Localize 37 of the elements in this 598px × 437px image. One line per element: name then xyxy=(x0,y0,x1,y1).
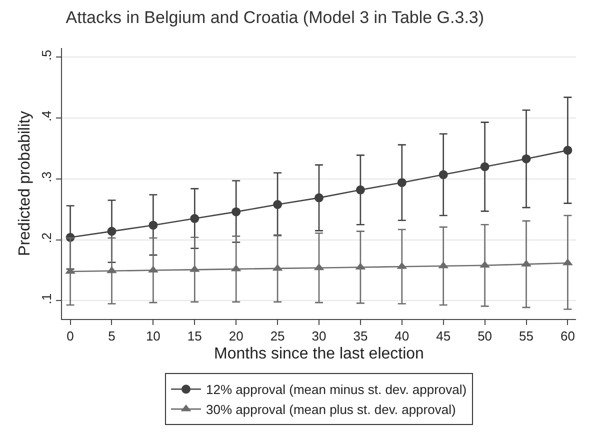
point xyxy=(356,185,365,194)
x-tick-label: 20 xyxy=(228,328,244,344)
point xyxy=(148,220,158,230)
y-tick-label: .5 xyxy=(38,50,54,61)
x-tick-label: 40 xyxy=(394,328,410,344)
x-tick-label: 0 xyxy=(66,328,74,344)
legend-label: 30% approval (mean plus st. dev. approval) xyxy=(206,402,456,418)
y-tick-label: .2 xyxy=(38,232,54,244)
x-tick-label: 10 xyxy=(146,328,160,344)
y-tick-label: .1 xyxy=(38,293,54,304)
y-tick-label: .4 xyxy=(38,110,54,122)
point xyxy=(190,214,200,224)
legend-label: 12% approval (mean minus st. dev. approval) xyxy=(206,382,467,398)
point xyxy=(273,200,282,210)
point xyxy=(314,193,324,202)
x-tick-label: 60 xyxy=(560,328,575,344)
x-tick-label: 5 xyxy=(108,328,116,344)
point xyxy=(232,207,241,216)
y-tick-label: .3 xyxy=(38,172,54,182)
point xyxy=(107,226,116,236)
x-tick-label: 35 xyxy=(353,328,368,344)
x-axis-title: Months since the last election xyxy=(214,345,424,362)
point xyxy=(522,154,531,164)
x-tick-label: 50 xyxy=(478,328,492,344)
x-tick-label: 30 xyxy=(312,328,326,344)
y-axis-title: Predicted probability xyxy=(16,111,34,256)
point xyxy=(397,178,406,188)
x-tick-label: 55 xyxy=(519,328,534,344)
x-tick-label: 25 xyxy=(270,328,285,344)
point xyxy=(562,258,573,266)
x-tick-label: 15 xyxy=(187,328,202,344)
point xyxy=(438,170,448,180)
x-tick-label: 45 xyxy=(436,328,451,344)
point xyxy=(106,266,117,274)
chart-title: Attacks in Belgium and Croatia (Model 3 in Table G.3.3) xyxy=(66,8,484,27)
point xyxy=(480,162,490,172)
point xyxy=(563,146,572,155)
